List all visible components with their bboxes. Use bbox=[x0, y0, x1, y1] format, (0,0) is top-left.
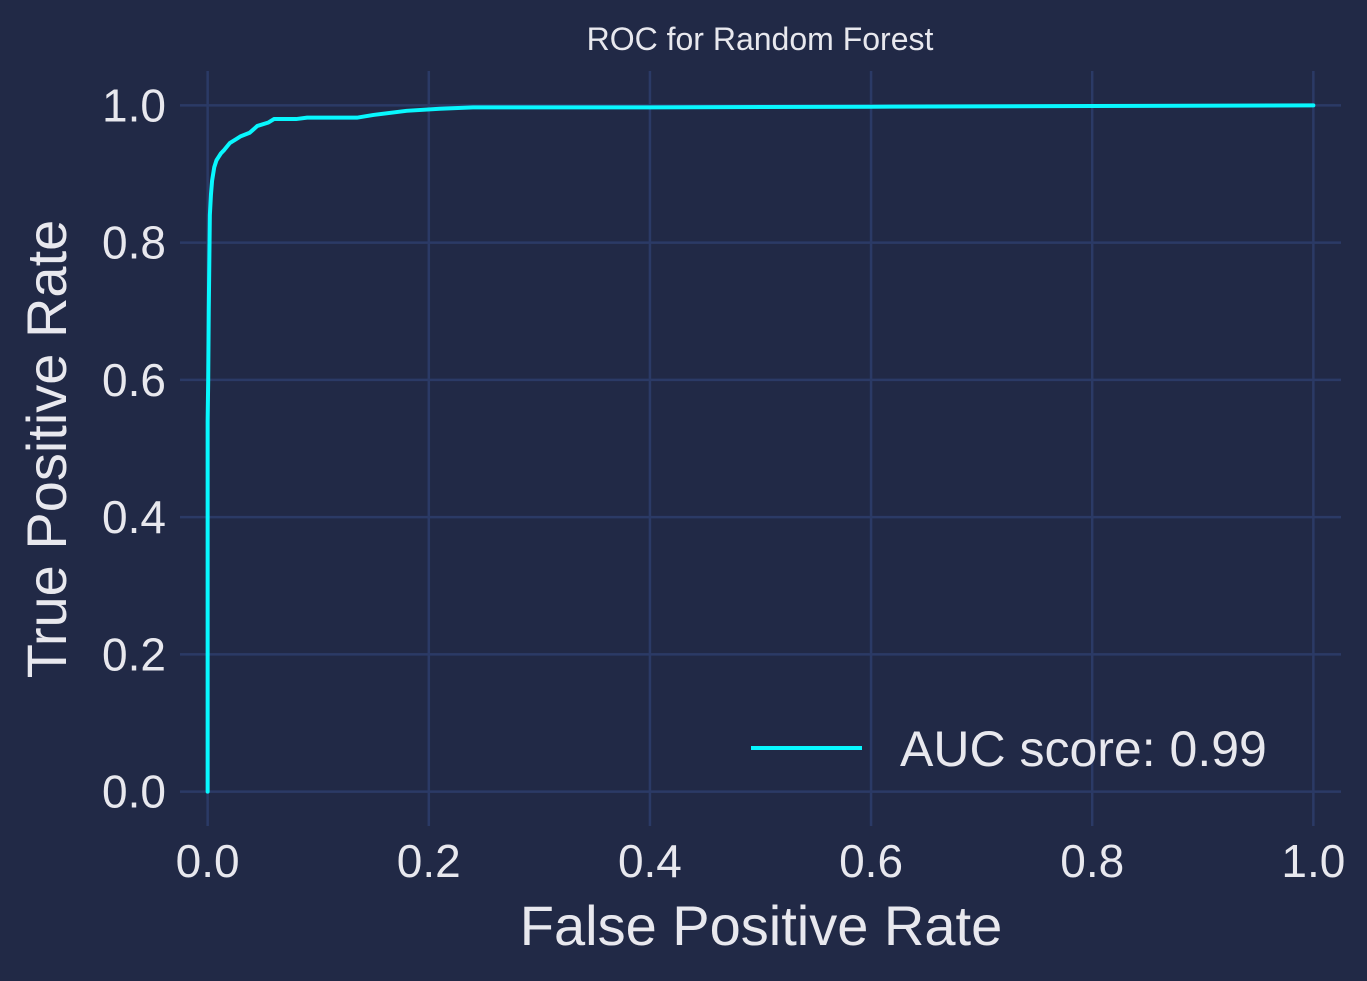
x-tick-label: 0.8 bbox=[1060, 835, 1124, 887]
x-tick-label: 0.6 bbox=[839, 835, 903, 887]
y-axis-label: True Positive Rate bbox=[15, 220, 78, 679]
x-tick-label: 1.0 bbox=[1281, 835, 1345, 887]
grid-lines bbox=[180, 71, 1341, 826]
x-tick-labels: 0.0 0.2 0.4 0.6 0.8 1.0 bbox=[176, 835, 1346, 887]
roc-curve-line bbox=[205, 103, 1316, 794]
chart-title: ROC for Random Forest bbox=[587, 21, 934, 57]
y-tick-labels: 0.0 0.2 0.4 0.6 0.8 1.0 bbox=[102, 79, 166, 817]
x-tick-label: 0.2 bbox=[397, 835, 461, 887]
y-tick-label: 0.2 bbox=[102, 628, 166, 680]
y-tick-label: 0.0 bbox=[102, 766, 166, 818]
y-tick-label: 0.6 bbox=[102, 354, 166, 406]
series-layer bbox=[205, 103, 1316, 794]
legend: AUC score: 0.99 bbox=[751, 721, 1267, 777]
x-tick-label: 0.4 bbox=[618, 835, 682, 887]
y-tick-label: 0.8 bbox=[102, 217, 166, 269]
y-tick-label: 0.4 bbox=[102, 491, 166, 543]
x-axis-label: False Positive Rate bbox=[520, 894, 1002, 957]
legend-entry-label: AUC score: 0.99 bbox=[900, 721, 1267, 777]
x-tick-label: 0.0 bbox=[176, 835, 240, 887]
y-tick-label: 1.0 bbox=[102, 79, 166, 131]
